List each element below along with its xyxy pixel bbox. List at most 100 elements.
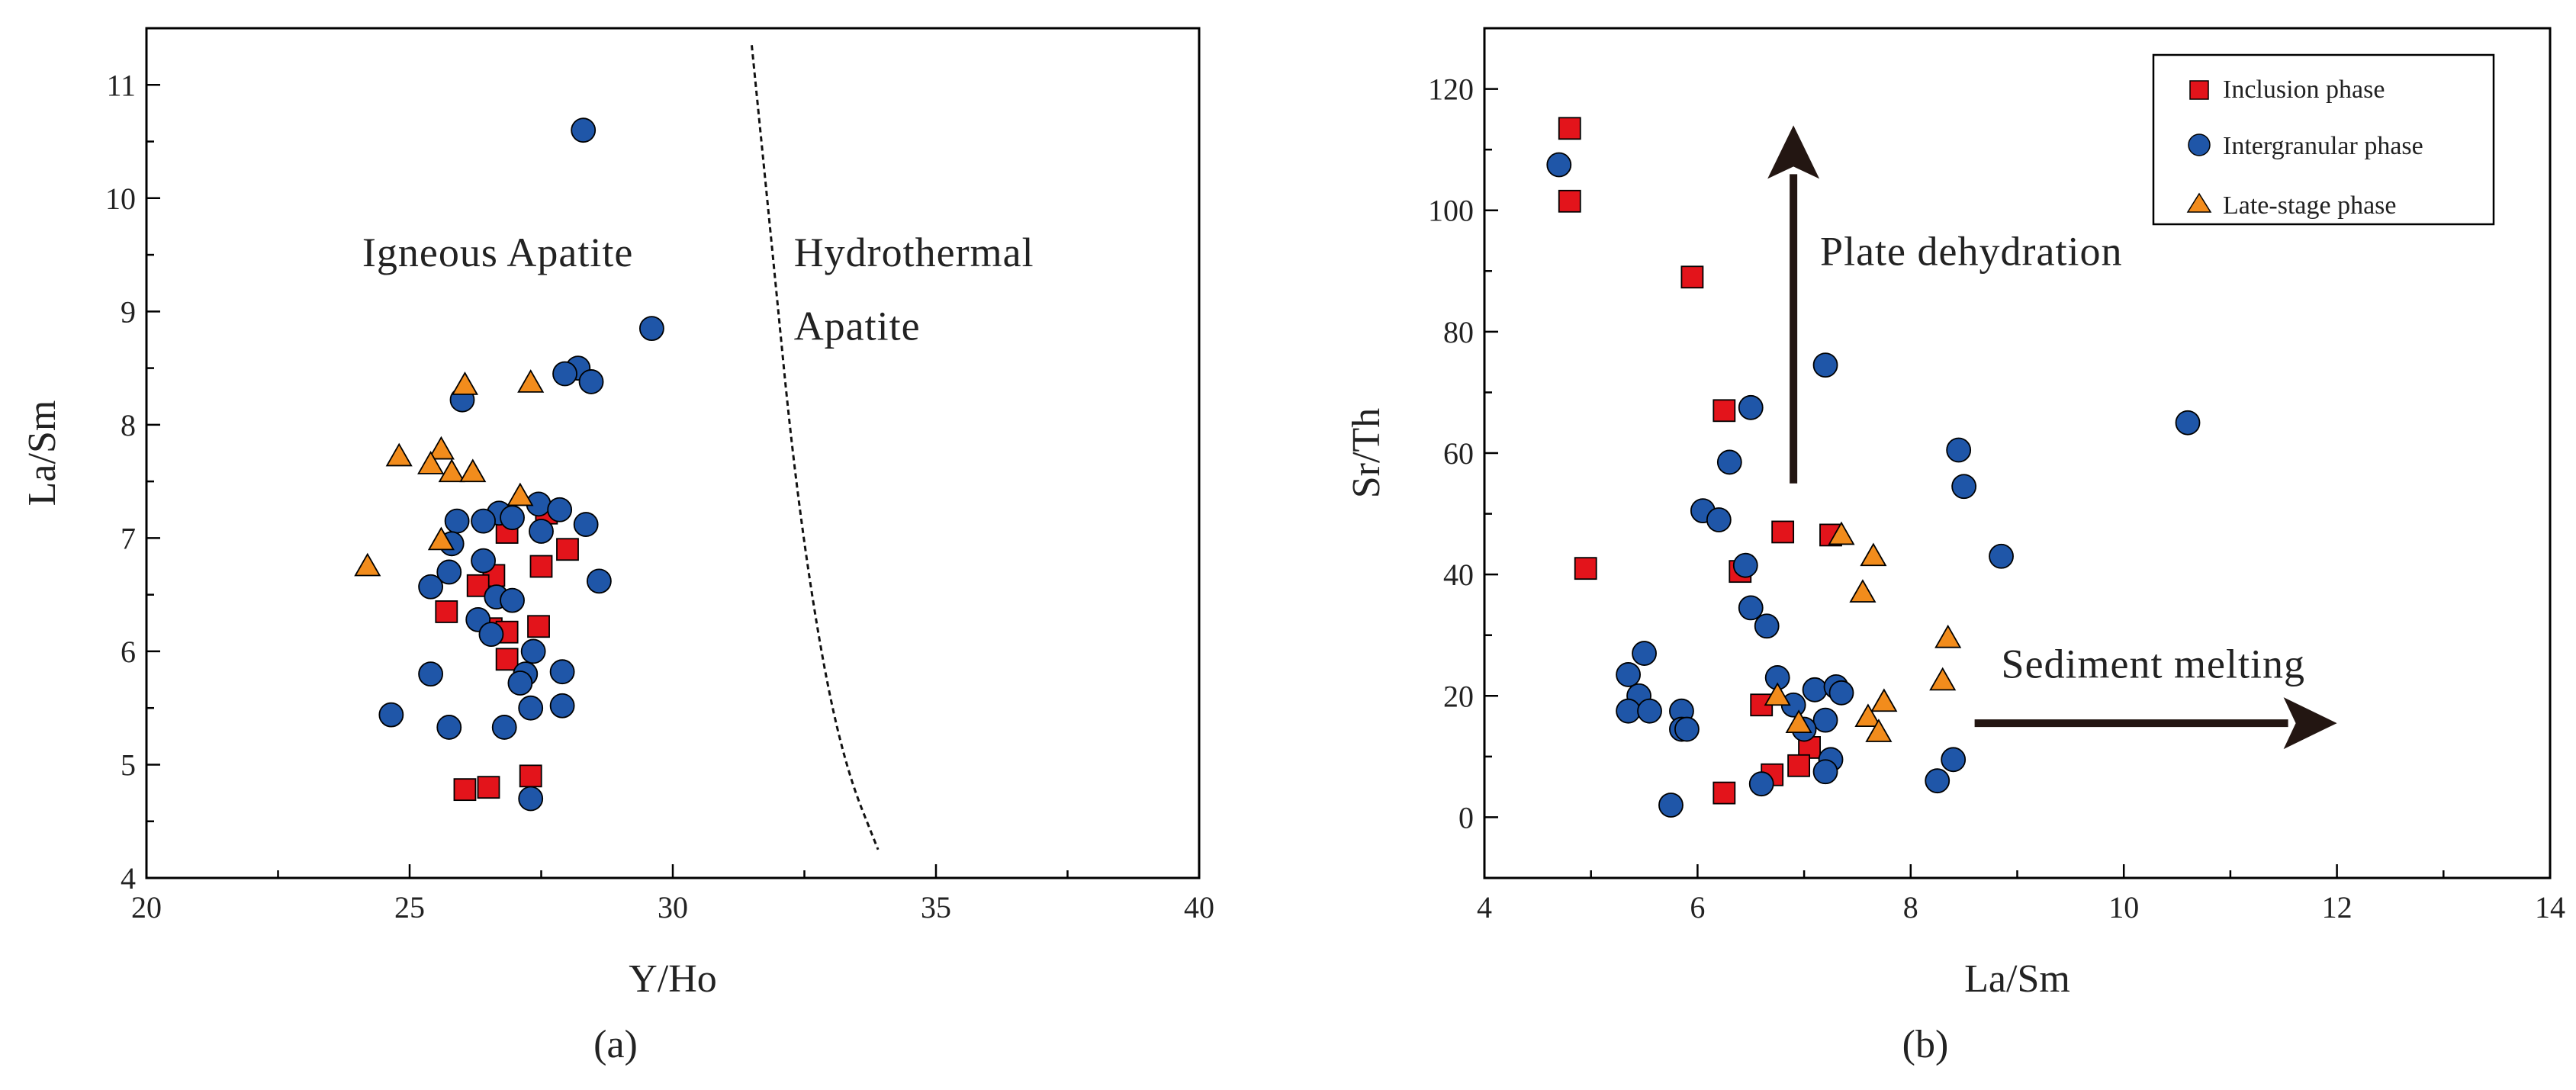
legend-label-intergranular: Intergranular phase [2223,132,2423,160]
point-intergranular-phase [1632,641,1657,666]
point-intergranular-phase [507,670,533,696]
point-intergranular-phase [471,548,496,574]
point-late-stage-phase [427,526,455,551]
point-inclusion-phase [1787,754,1811,777]
y-tick-label: 40 [1443,558,1474,592]
point-late-stage-phase [517,369,545,393]
point-inclusion-phase [495,648,519,671]
point-late-stage-phase [1854,703,1882,728]
point-inclusion-phase [519,764,542,788]
point-inclusion-phase [435,600,458,623]
point-intergranular-phase [578,369,604,394]
legend-item-late-stage: Late-stage phase [2186,191,2397,220]
point-intergranular-phase [478,622,504,648]
point-late-stage-phase [1934,624,1962,648]
legend-item-intergranular: Intergranular phase [2188,132,2423,160]
x-tick-label: 20 [131,890,162,924]
point-intergranular-phase [587,568,612,594]
legend-circle-marker [2188,133,2211,156]
point-inclusion-phase [1558,189,1581,213]
point-inclusion-phase [527,615,550,638]
point-intergranular-phase [529,519,554,544]
point-intergranular-phase [1812,707,1838,733]
point-intergranular-phase [520,638,546,664]
point-intergranular-phase [1716,449,1742,475]
x-tick-label: 30 [658,890,688,924]
point-inclusion-phase [1771,520,1795,544]
point-intergranular-phase [1616,662,1641,687]
point-intergranular-phase [639,316,664,342]
x-tick-label: 8 [1903,890,1918,924]
sediment-melting-arrow [1974,697,2337,750]
legend: Inclusion phase Intergranular phase Late… [2152,53,2495,226]
point-late-stage-phase [451,371,479,395]
x-axis-label: Y/Ho [629,957,717,1001]
point-inclusion-phase [529,555,553,578]
point-late-stage-phase [1785,709,1812,733]
point-late-stage-phase [438,458,465,483]
point-late-stage-phase [1860,542,1887,567]
panel-b-chart: 4 6 8 10 12 14 0 20 40 60 80 100 120 La/Sm Sr/Th Plate … [1345,27,2565,1001]
legend-label-inclusion: Inclusion phase [2223,76,2385,104]
x-tick-label: 4 [1477,890,1492,924]
legend-triangle-marker [2186,192,2212,213]
y-tick-label: 11 [106,68,136,102]
point-intergranular-phase [518,786,544,812]
legend-square-marker [2189,80,2209,100]
y-tick-label: 8 [121,408,136,442]
point-late-stage-phase [1828,521,1855,545]
x-tick-label: 10 [2108,890,2139,924]
y-tick-label: 120 [1428,72,1474,107]
point-intergranular-phase [549,693,575,719]
point-inclusion-phase [1574,557,1597,580]
point-intergranular-phase [1828,680,1854,706]
y-tick-label: 60 [1443,436,1474,471]
point-inclusion-phase [477,776,500,799]
point-intergranular-phase [1738,595,1764,621]
series-intergranular-phase [1546,152,2201,818]
caption-a: (a) [593,1023,638,1066]
legend-box [2152,53,2495,226]
point-intergranular-phase [1812,759,1838,785]
point-inclusion-phase [556,538,579,561]
legend-item-inclusion: Inclusion phase [2189,76,2385,104]
y-tick-label: 7 [121,521,136,555]
y-axis-label: La/Sm [21,400,64,506]
point-intergranular-phase [552,361,577,387]
annotation-plate-dehydration: Plate dehydration [1820,228,2122,274]
x-tick-label: 6 [1690,890,1705,924]
point-intergranular-phase [1738,394,1764,420]
point-intergranular-phase [1802,677,1828,703]
point-late-stage-phase [417,451,445,474]
point-intergranular-phase [547,497,573,522]
point-intergranular-phase [436,715,462,740]
point-intergranular-phase [518,695,544,721]
point-intergranular-phase [418,661,443,687]
point-late-stage-phase [1764,682,1791,706]
y-tick-label: 0 [1458,800,1474,834]
point-intergranular-phase [1546,152,1572,178]
point-late-stage-phase [385,442,413,467]
annotation-igneous-apatite: Igneous Apatite [362,230,633,275]
point-intergranular-phase [1812,352,1838,378]
annotation-sediment-melting: Sediment melting [2002,641,2305,686]
point-late-stage-phase [507,482,534,506]
annotation-apatite: Apatite [794,303,921,349]
annotation-hydrothermal: Hydrothermal [794,230,1034,275]
caption-b: (b) [1902,1023,1949,1066]
y-tick-label: 4 [121,861,136,895]
x-tick-label: 25 [394,890,425,924]
point-inclusion-phase [1558,117,1581,140]
point-intergranular-phase [500,505,525,531]
point-inclusion-phase [1713,399,1736,423]
point-intergranular-phase [491,715,517,740]
arrow-head [1767,125,1820,179]
y-tick-label: 100 [1428,194,1474,228]
y-axis-label: Sr/Th [1345,408,1388,498]
point-intergranular-phase [2175,410,2201,436]
point-intergranular-phase [1658,793,1684,818]
point-intergranular-phase [1674,716,1700,742]
